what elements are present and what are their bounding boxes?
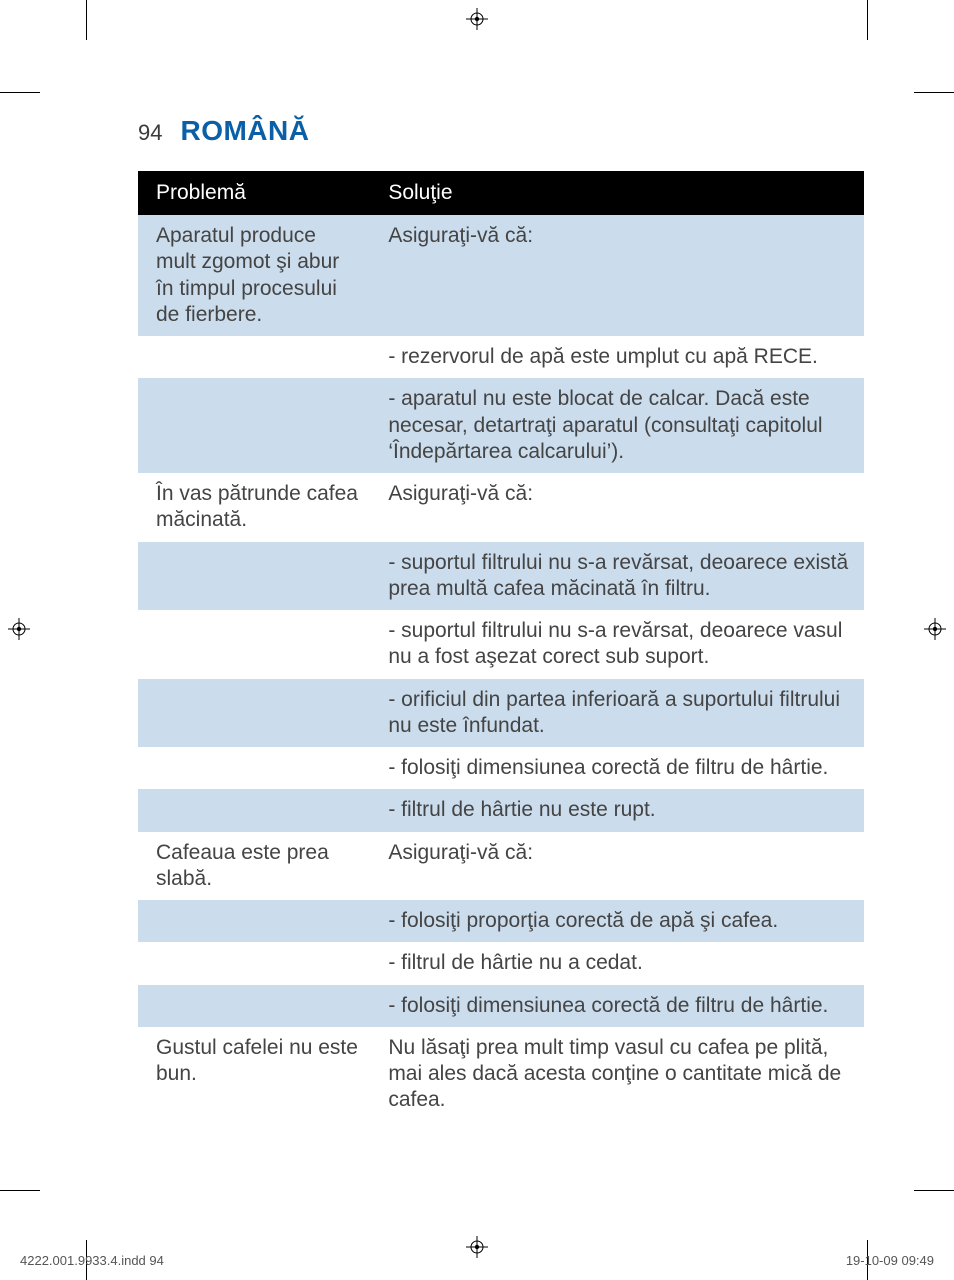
table-row: - rezervorul de apă este umplut cu apă R… [138,336,864,378]
crop-mark [867,0,868,40]
footer-right: 19-10-09 09:49 [846,1253,934,1268]
cell-solution: - folosiţi dimensiunea corectă de filtru… [370,747,864,789]
cell-problem [138,942,370,984]
cell-problem [138,610,370,679]
cell-solution: - orificiul din partea inferioară a supo… [370,679,864,748]
cell-solution: - suportul filtrului nu s-a revărsat, de… [370,542,864,611]
cell-problem [138,378,370,473]
cell-solution: - folosiţi dimensiunea corectă de filtru… [370,985,864,1027]
cell-solution: - suportul filtrului nu s-a revărsat, de… [370,610,864,679]
footer-left: 4222.001.9933.4.indd 94 [20,1253,164,1268]
cell-solution: Asiguraţi-vă că: [370,215,864,336]
cell-problem [138,747,370,789]
cell-problem: În vas pătrunde cafea măcinată. [138,473,370,542]
cell-solution: - rezervorul de apă este umplut cu apă R… [370,336,864,378]
cell-solution: Asiguraţi-vă că: [370,832,864,901]
section-title: ROMÂNĂ [180,115,309,147]
troubleshooting-table: Problemă Soluţie Aparatul produce mult z… [138,171,864,1122]
table-body: Aparatul produce mult zgomot şi abur în … [138,215,864,1122]
page-content: 94 ROMÂNĂ Problemă Soluţie Aparatul prod… [138,115,864,1080]
cell-problem [138,679,370,748]
crop-mark [0,92,40,93]
col-header-problem: Problemă [138,171,370,215]
cell-solution: Asiguraţi-vă că: [370,473,864,542]
table-row: - filtrul de hârtie nu a cedat. [138,942,864,984]
cell-problem [138,789,370,831]
table-row: - aparatul nu este blocat de calcar. Dac… [138,378,864,473]
cell-problem [138,985,370,1027]
page-number: 94 [138,120,162,146]
table-row: - folosiţi dimensiunea corectă de filtru… [138,985,864,1027]
crop-mark [914,92,954,93]
registration-mark-icon [8,618,30,640]
registration-mark-icon [924,618,946,640]
crop-mark [0,1190,40,1191]
crop-mark [86,0,87,40]
table-row: - orificiul din partea inferioară a supo… [138,679,864,748]
table-header-row: Problemă Soluţie [138,171,864,215]
table-row: - filtrul de hârtie nu este rupt. [138,789,864,831]
table-row: - folosiţi proporţia corectă de apă şi c… [138,900,864,942]
cell-solution: Nu lăsaţi prea mult timp vasul cu cafea … [370,1027,864,1122]
cell-solution: - folosiţi proporţia corectă de apă şi c… [370,900,864,942]
cell-solution: - aparatul nu este blocat de calcar. Dac… [370,378,864,473]
table-row: - folosiţi dimensiunea corectă de filtru… [138,747,864,789]
cell-problem: Gustul cafelei nu este bun. [138,1027,370,1122]
cell-problem [138,336,370,378]
crop-mark [914,1190,954,1191]
table-row: - suportul filtrului nu s-a revărsat, de… [138,610,864,679]
cell-problem: Aparatul produce mult zgomot şi abur în … [138,215,370,336]
table-row: Cafeaua este prea slabă.Asiguraţi-vă că: [138,832,864,901]
cell-solution: - filtrul de hârtie nu este rupt. [370,789,864,831]
table-row: - suportul filtrului nu s-a revărsat, de… [138,542,864,611]
table-row: Aparatul produce mult zgomot şi abur în … [138,215,864,336]
table-row: Gustul cafelei nu este bun.Nu lăsaţi pre… [138,1027,864,1122]
cell-problem [138,542,370,611]
cell-solution: - filtrul de hârtie nu a cedat. [370,942,864,984]
registration-mark-icon [466,8,488,30]
table-row: În vas pătrunde cafea măcinată.Asiguraţi… [138,473,864,542]
col-header-solution: Soluţie [370,171,864,215]
page-header: 94 ROMÂNĂ [138,115,864,147]
cell-problem: Cafeaua este prea slabă. [138,832,370,901]
cell-problem [138,900,370,942]
print-footer: 4222.001.9933.4.indd 94 19-10-09 09:49 [20,1253,934,1268]
